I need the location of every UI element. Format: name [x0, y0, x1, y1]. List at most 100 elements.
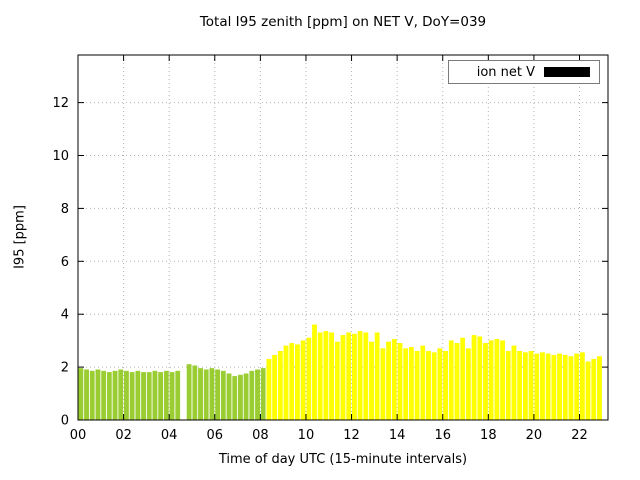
- bar: [352, 333, 357, 421]
- bar: [403, 348, 409, 421]
- bar: [266, 358, 272, 421]
- bar: [152, 370, 158, 421]
- bar: [289, 343, 295, 421]
- bar: [426, 350, 431, 421]
- bar: [511, 345, 517, 421]
- x-axis-label: Time of day UTC (15-minute intervals): [218, 452, 468, 467]
- bar: [232, 376, 238, 421]
- bar: [437, 348, 443, 421]
- y-tick-label: 10: [52, 149, 69, 164]
- x-tick-label: 20: [526, 428, 543, 443]
- bar: [534, 353, 540, 421]
- bar: [386, 341, 391, 421]
- bar: [357, 331, 363, 421]
- bar: [129, 372, 135, 421]
- bar: [203, 369, 209, 421]
- y-tick-label: 4: [61, 308, 69, 323]
- bar: [579, 352, 585, 421]
- bar: [488, 340, 494, 421]
- bar: [78, 368, 84, 421]
- bar: [460, 337, 466, 421]
- bar: [340, 335, 346, 421]
- bar: [334, 341, 340, 421]
- chart-title: Total I95 zenith [ppm] on NET V, DoY=039: [199, 14, 487, 30]
- bar: [277, 350, 283, 421]
- bar: [500, 340, 505, 421]
- y-tick-label: 2: [61, 361, 69, 376]
- bar: [169, 372, 175, 421]
- bar: [124, 370, 129, 421]
- x-tick-label: 14: [389, 428, 406, 443]
- bar: [135, 370, 141, 421]
- bar: [146, 372, 152, 421]
- x-tick-label: 22: [571, 428, 588, 443]
- bar: [471, 335, 477, 421]
- bar: [431, 352, 437, 421]
- bar: [420, 345, 426, 421]
- bar: [540, 352, 545, 421]
- y-tick-label: 6: [61, 255, 69, 270]
- bar: [522, 352, 528, 421]
- bar: [95, 369, 101, 421]
- bar: [391, 339, 397, 421]
- bar: [317, 332, 323, 421]
- bar: [249, 370, 255, 421]
- bar: [209, 368, 215, 421]
- y-tick-label: 12: [52, 96, 69, 111]
- bar: [255, 369, 260, 421]
- bar: [306, 337, 312, 421]
- bar: [374, 332, 380, 421]
- bar: [226, 373, 232, 421]
- bar: [465, 348, 471, 421]
- bar: [380, 348, 386, 421]
- bar: [369, 341, 374, 421]
- bar: [300, 340, 306, 421]
- bar: [295, 344, 300, 421]
- bar: [505, 350, 511, 421]
- bar: [483, 343, 488, 421]
- bar: [494, 339, 500, 421]
- x-tick-label: 04: [161, 428, 178, 443]
- bar: [545, 353, 551, 421]
- plot-border: [77, 54, 609, 421]
- bar: [562, 354, 568, 421]
- bar: [192, 365, 198, 421]
- bar: [591, 358, 597, 421]
- bar: [448, 340, 454, 421]
- bar: [118, 369, 124, 421]
- x-tick-label: 16: [434, 428, 451, 443]
- bar: [243, 373, 249, 421]
- x-tick-label: 02: [115, 428, 132, 443]
- bar: [454, 343, 460, 421]
- bar: [363, 332, 369, 421]
- bar: [323, 331, 329, 421]
- bar: [517, 350, 523, 421]
- bar: [528, 350, 534, 421]
- bar: [84, 369, 89, 421]
- bar: [220, 370, 226, 421]
- bar: [158, 372, 164, 421]
- bar: [585, 361, 591, 421]
- bar: [477, 336, 483, 421]
- bar: [414, 350, 420, 421]
- bar: [408, 347, 414, 421]
- bar: [141, 372, 146, 421]
- legend-swatch-icon: [544, 67, 590, 77]
- bar: [272, 354, 278, 421]
- bar: [557, 353, 562, 421]
- bar: [163, 370, 169, 421]
- bar: [397, 343, 403, 421]
- bar: [175, 370, 181, 421]
- bar: [551, 354, 557, 421]
- bar: [568, 356, 574, 421]
- bar: [186, 364, 192, 421]
- bar: [346, 332, 352, 421]
- x-tick-label: 12: [343, 428, 360, 443]
- bar: [106, 372, 112, 421]
- bar: [101, 370, 107, 421]
- bar: [215, 369, 221, 421]
- bar: [260, 368, 266, 421]
- legend-label: ion net V: [476, 64, 535, 80]
